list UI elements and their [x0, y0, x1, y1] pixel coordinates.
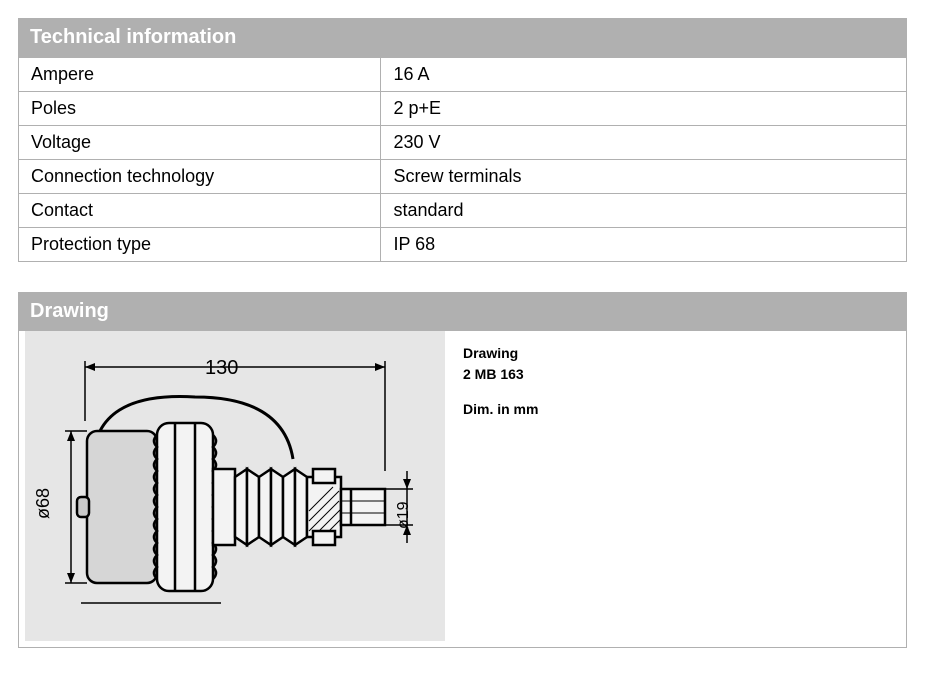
table-row: Poles 2 p+E: [19, 92, 907, 126]
spec-key: Protection type: [19, 228, 381, 262]
table-row: Protection type IP 68: [19, 228, 907, 262]
drawing-image-panel: 130 ø68 ø19: [25, 331, 445, 641]
table-row: Ampere 16 A: [19, 58, 907, 92]
drawing-caption-code: 2 MB 163: [463, 364, 538, 385]
spec-value: standard: [381, 194, 907, 228]
spec-key: Poles: [19, 92, 381, 126]
drawing-section: Drawing: [18, 292, 907, 648]
dimension-diameter-large-label: ø68: [33, 488, 54, 519]
spec-value: 2 p+E: [381, 92, 907, 126]
spec-key: Ampere: [19, 58, 381, 92]
drawing-caption-title: Drawing: [463, 343, 538, 364]
drawing-body: 130 ø68 ø19 Drawing 2 MB 163 Dim. in mm: [18, 331, 907, 648]
spec-value: 230 V: [381, 126, 907, 160]
spec-key: Connection technology: [19, 160, 381, 194]
technical-information-header: Technical information: [18, 18, 907, 57]
drawing-caption-units: Dim. in mm: [463, 399, 538, 420]
dimension-length-label: 130: [205, 357, 238, 380]
table-row: Contact standard: [19, 194, 907, 228]
spec-key: Voltage: [19, 126, 381, 160]
spec-value: 16 A: [381, 58, 907, 92]
spec-key: Contact: [19, 194, 381, 228]
table-row: Voltage 230 V: [19, 126, 907, 160]
technical-information-table: Ampere 16 A Poles 2 p+E Voltage 230 V Co…: [18, 57, 907, 262]
table-row: Connection technology Screw terminals: [19, 160, 907, 194]
drawing-header: Drawing: [18, 292, 907, 331]
spec-value: IP 68: [381, 228, 907, 262]
drawing-caption: Drawing 2 MB 163 Dim. in mm: [445, 331, 556, 432]
dimension-diameter-small-label: ø19: [395, 501, 413, 529]
spec-value: Screw terminals: [381, 160, 907, 194]
technical-information-section: Technical information Ampere 16 A Poles …: [18, 18, 907, 262]
